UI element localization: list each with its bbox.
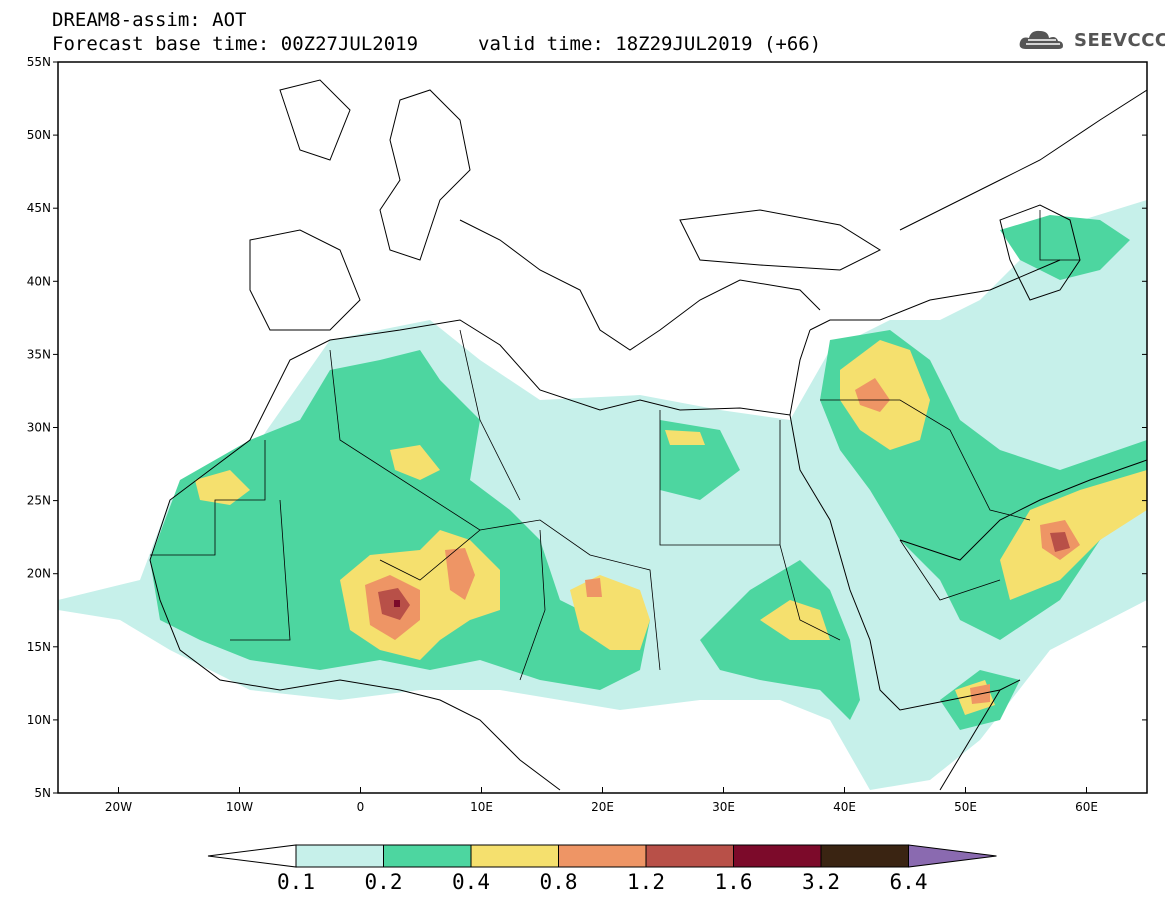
lon-label: 30E	[712, 800, 735, 814]
forecast-base-time: Forecast base time: 00Z27JUL2019	[52, 33, 419, 55]
lon-label: 20E	[591, 800, 614, 814]
colorbar-swatch	[645, 844, 734, 868]
lon-label: 10W	[226, 800, 253, 814]
lon-label: 10E	[470, 800, 493, 814]
lat-label: 30N	[27, 421, 51, 435]
colorbar-swatch	[295, 844, 384, 868]
colorbar-label: 3.2	[802, 870, 840, 894]
aot-level-1.6	[394, 600, 400, 607]
lat-label: 50N	[27, 128, 51, 142]
colorbar: 0.1 0.2 0.4 0.8 1.2 1.6 3.2 6.4	[207, 844, 997, 894]
lon-axis: 20W 10W 0 10E 20E 30E 40E 50E 60E	[105, 787, 1098, 814]
map-title: DREAM8-assim: AOT	[52, 9, 247, 31]
lon-label: 40E	[833, 800, 856, 814]
lat-label: 55N	[27, 55, 51, 69]
colorbar-label: 0.1	[277, 870, 315, 894]
aot-level-0.2	[150, 350, 650, 690]
lat-axis: 55N 50N 45N 40N 35N 30N 25N 20N 15N 10N 5N	[27, 55, 1147, 800]
lon-label: 20W	[105, 800, 132, 814]
colorbar-swatch	[733, 844, 822, 868]
colorbar-swatch	[383, 844, 472, 868]
colorbar-label: 1.2	[627, 870, 665, 894]
lat-label: 5N	[34, 786, 51, 800]
colorbar-swatch	[558, 844, 647, 868]
colorbar-label: 0.8	[540, 870, 578, 894]
lat-label: 40N	[27, 274, 51, 288]
logo-text: SEEVCCC	[1074, 29, 1165, 51]
aot-level-0.8	[855, 378, 890, 412]
cloud-icon	[1019, 30, 1063, 49]
lat-label: 45N	[27, 201, 51, 215]
lat-label: 20N	[27, 567, 51, 581]
aot-field	[58, 200, 1147, 790]
colorbar-over-arrow	[908, 844, 997, 868]
lat-label: 25N	[27, 494, 51, 508]
lon-label: 0	[357, 800, 365, 814]
lat-label: 15N	[27, 640, 51, 654]
colorbar-label: 0.4	[452, 870, 490, 894]
colorbar-swatch	[820, 844, 909, 868]
aot-level-0.4	[195, 470, 250, 505]
colorbar-under-arrow	[207, 844, 297, 868]
borders	[150, 210, 1080, 681]
aot-level-0.2	[700, 560, 860, 720]
aot-level-0.4	[760, 600, 830, 640]
colorbar-label: 0.2	[365, 870, 403, 894]
seevccc-logo: SEEVCCC	[1018, 26, 1165, 54]
colorbar-swatch	[470, 844, 559, 868]
colorbar-label: 6.4	[890, 870, 928, 894]
lon-label: 50E	[954, 800, 977, 814]
colorbar-label: 1.6	[715, 870, 753, 894]
aot-level-0.8	[585, 578, 602, 597]
aot-level-0.8	[445, 548, 475, 600]
aot-level-0.2	[1000, 215, 1130, 280]
aot-level-0.4	[390, 445, 440, 480]
lon-label: 60E	[1075, 800, 1098, 814]
lat-label: 35N	[27, 347, 51, 361]
lat-label: 10N	[27, 713, 51, 727]
valid-time: valid time: 18Z29JUL2019 (+66)	[478, 33, 822, 55]
coastlines	[149, 79, 1147, 791]
aot-level-1.2	[1050, 532, 1070, 552]
aot-level-0.4	[665, 430, 705, 445]
